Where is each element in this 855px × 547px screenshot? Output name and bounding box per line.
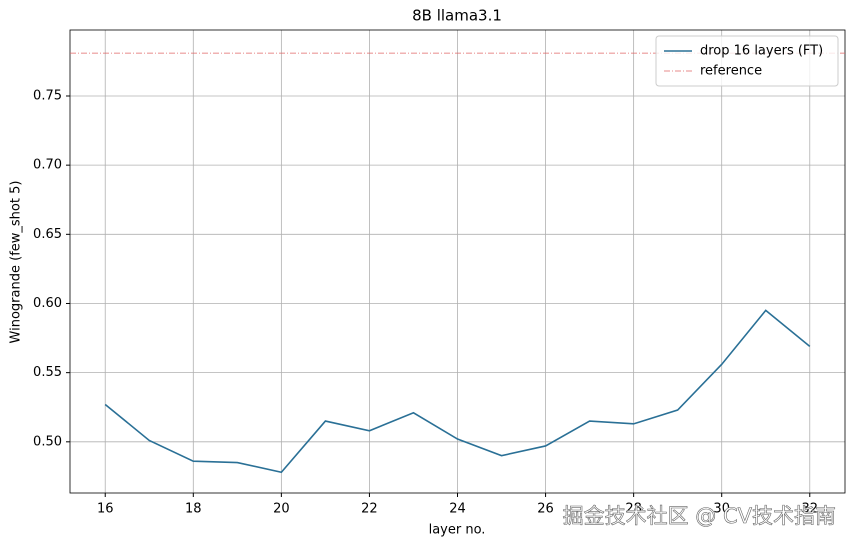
y-tick-label: 0.60 bbox=[33, 296, 62, 311]
legend-label: drop 16 layers (FT) bbox=[700, 44, 823, 59]
plot-frame bbox=[69, 29, 846, 494]
x-tick-label: 16 bbox=[97, 502, 114, 517]
y-tick-label: 0.65 bbox=[33, 227, 62, 242]
x-tick-label: 30 bbox=[713, 502, 730, 517]
x-tick-label: 26 bbox=[537, 502, 554, 517]
x-tick-label: 20 bbox=[273, 502, 290, 517]
chart-title: 8B llama3.1 bbox=[412, 7, 502, 25]
legend-box bbox=[655, 35, 839, 87]
watermark: 掘金技术社区 @ CV技术指南 bbox=[563, 504, 836, 528]
y-axis-label: Winogrande (few_shot 5) bbox=[9, 181, 24, 344]
y-tick-label: 0.75 bbox=[33, 88, 62, 103]
x-tick-label: 18 bbox=[185, 502, 202, 517]
x-tick-label: 22 bbox=[361, 502, 378, 517]
x-axis-label: layer no. bbox=[429, 523, 486, 538]
y-tick-label: 0.55 bbox=[33, 365, 62, 380]
x-tick-label: 24 bbox=[449, 502, 466, 517]
y-tick-label: 0.50 bbox=[33, 434, 62, 449]
y-tick-label: 0.70 bbox=[33, 158, 62, 173]
x-tick-label: 32 bbox=[801, 502, 818, 517]
x-tick-label: 28 bbox=[625, 502, 642, 517]
data-line bbox=[104, 309, 811, 474]
legend-label: reference bbox=[700, 64, 762, 79]
